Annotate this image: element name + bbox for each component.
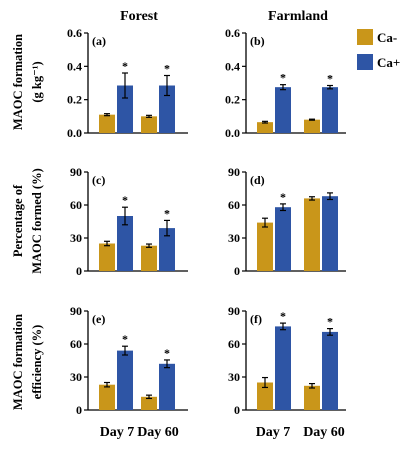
panel-e-bar-caplus-1 — [159, 363, 175, 410]
legend-label-ca-plus: Ca+ — [377, 55, 400, 70]
legend-swatch-ca-minus — [357, 29, 373, 45]
column-heading-farmland: Farmland — [268, 9, 328, 24]
panel-f-ytick-label: 90 — [228, 304, 240, 318]
panel-a-bar-caplus-1 — [159, 85, 175, 133]
panel-c-bar-caminus-1 — [141, 245, 157, 271]
panel-f-bar-caplus-0 — [275, 326, 291, 410]
column-heading-forest: Forest — [120, 9, 158, 24]
panel-f-label: (f) — [250, 312, 262, 326]
panel-d-ytick-label: 30 — [228, 231, 240, 245]
panel-e-significance-star: * — [164, 346, 170, 360]
xcat-forest-day7: Day 7 — [100, 425, 135, 440]
panel-f-bar-caplus-1 — [322, 331, 338, 410]
panel-b-ytick-label: 0.0 — [225, 126, 240, 140]
xcat-forest-day60: Day 60 — [137, 425, 179, 440]
xcat-farmland-day7: Day 7 — [256, 425, 291, 440]
panel-a-ytick-label: 0.4 — [67, 59, 82, 73]
panel-c-significance-star: * — [164, 206, 170, 220]
panel-a-label: (a) — [92, 34, 106, 48]
panel-e-ytick-label: 90 — [70, 304, 82, 318]
panel-d-ytick-label: 0 — [234, 264, 240, 278]
panel-d-bar-caminus-0 — [257, 222, 273, 271]
xcat-farmland-day60: Day 60 — [303, 425, 345, 440]
ylabel-row1-line1: MAOC formation — [11, 34, 25, 130]
panel-d-bar-caminus-1 — [304, 198, 320, 271]
panel-e-bar-caminus-1 — [141, 396, 157, 410]
panel-d-significance-star: * — [280, 190, 286, 204]
panel-a-significance-star: * — [164, 62, 170, 76]
panel-f-ytick-label: 60 — [228, 337, 240, 351]
ylabel-row3-line1: MAOC formation — [11, 314, 25, 410]
panel-b-ytick-label: 0.2 — [225, 93, 240, 107]
ylabel-row1-line2: (g kg⁻¹) — [30, 61, 44, 102]
panel-c-ytick-label: 0 — [76, 264, 82, 278]
panel-c-bar-caminus-0 — [99, 243, 115, 271]
panel-c-ytick-label: 30 — [70, 231, 82, 245]
panel-e-ytick-label: 0 — [76, 403, 82, 417]
panel-d-ytick-label: 60 — [228, 198, 240, 212]
panel-a-ytick-label: 0.6 — [67, 26, 82, 40]
panel-e-bar-caplus-0 — [117, 350, 133, 410]
panel-b-bar-caplus-1 — [322, 87, 338, 133]
legend-label-ca-minus: Ca- — [377, 30, 397, 45]
ylabel-row2-line1: Percentage of — [11, 184, 25, 257]
panel-a-significance-star: * — [122, 59, 128, 73]
panel-d-label: (d) — [250, 173, 265, 187]
panel-b-ytick-label: 0.6 — [225, 26, 240, 40]
panel-c-ytick-label: 60 — [70, 198, 82, 212]
panel-a-ytick-label: 0.2 — [67, 93, 82, 107]
ylabel-row2-line2: MAOC formed (%) — [30, 168, 44, 274]
panel-a-bar-caplus-0 — [117, 85, 133, 133]
panel-b-bar-caminus-0 — [257, 122, 273, 133]
panel-b-bar-caminus-1 — [304, 119, 320, 133]
panel-d-bar-caplus-1 — [322, 196, 338, 271]
panel-f-significance-star: * — [327, 315, 333, 329]
panel-c-bar-caplus-0 — [117, 216, 133, 271]
panel-b-ytick-label: 0.4 — [225, 59, 240, 73]
panel-f-bar-caminus-0 — [257, 382, 273, 410]
panel-b-label: (b) — [250, 34, 265, 48]
panel-f-ytick-label: 0 — [234, 403, 240, 417]
ylabel-row3-line2: efficiency (%) — [30, 325, 44, 400]
panel-e-ytick-label: 60 — [70, 337, 82, 351]
panel-a-ytick-label: 0.0 — [67, 126, 82, 140]
panel-b-bar-caplus-0 — [275, 87, 291, 133]
legend-swatch-ca-plus — [357, 54, 373, 70]
panel-e-label: (e) — [92, 312, 105, 326]
panel-b-significance-star: * — [280, 71, 286, 85]
panel-f-significance-star: * — [280, 309, 286, 323]
chart-panels: 0.0 0.2 0.4 0.6 (a) * * 0.0 0.2 0.4 0.6 (b) * * 0 30 60 9… — [67, 26, 346, 417]
panel-a-bar-caminus-1 — [141, 116, 157, 133]
panel-c-label: (c) — [92, 173, 105, 187]
panel-c-bar-caplus-1 — [159, 228, 175, 271]
panel-c-ytick-label: 90 — [70, 165, 82, 179]
panel-f-ytick-label: 30 — [228, 370, 240, 384]
panel-d-ytick-label: 90 — [228, 165, 240, 179]
panel-f-bar-caminus-1 — [304, 385, 320, 410]
panel-b-significance-star: * — [327, 72, 333, 86]
panel-e-significance-star: * — [122, 332, 128, 346]
panel-e-bar-caminus-0 — [99, 384, 115, 410]
panel-e-ytick-label: 30 — [70, 370, 82, 384]
panel-c-significance-star: * — [122, 193, 128, 207]
panel-d-bar-caplus-0 — [275, 207, 291, 271]
panel-a-bar-caminus-0 — [99, 114, 115, 133]
